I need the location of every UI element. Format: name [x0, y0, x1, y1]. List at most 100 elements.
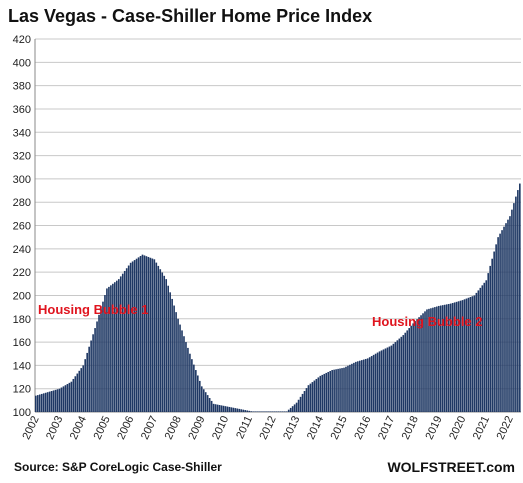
- bar: [104, 295, 106, 412]
- bar: [216, 404, 219, 412]
- x-tick-label: 2011: [234, 414, 255, 441]
- bar: [497, 237, 499, 412]
- bar: [355, 361, 357, 412]
- bar: [315, 378, 318, 412]
- bar: [274, 411, 276, 412]
- bar: [133, 260, 136, 412]
- bar: [60, 387, 63, 412]
- bar: [139, 256, 142, 412]
- bar: [319, 375, 322, 412]
- y-tick-label: 260: [13, 221, 31, 233]
- bar: [187, 347, 189, 412]
- bar: [394, 342, 397, 412]
- bar: [382, 349, 385, 412]
- bar: [301, 393, 304, 412]
- bar: [404, 332, 407, 412]
- chart-title: Las Vegas - Case-Shiller Home Price Inde…: [8, 6, 372, 26]
- bar: [76, 373, 79, 412]
- bar: [390, 345, 393, 412]
- bar: [260, 411, 262, 412]
- bar: [193, 364, 195, 412]
- bar: [52, 390, 55, 412]
- bar: [114, 282, 116, 412]
- y-tick-label: 160: [13, 337, 31, 349]
- bar: [68, 382, 71, 412]
- bar: [173, 305, 175, 412]
- bar: [212, 403, 215, 412]
- bar: [266, 411, 268, 412]
- bar: [50, 391, 53, 412]
- bar: [447, 303, 450, 412]
- bar: [445, 304, 448, 412]
- bar: [228, 406, 231, 412]
- y-tick-label: 200: [13, 290, 31, 302]
- bar: [131, 261, 134, 412]
- bar: [283, 411, 286, 412]
- bar: [295, 402, 298, 412]
- bar: [414, 321, 416, 412]
- bar: [248, 410, 250, 412]
- bar: [353, 362, 355, 412]
- bar: [501, 230, 503, 412]
- bar: [98, 314, 100, 412]
- bar: [451, 303, 454, 412]
- bar: [335, 369, 337, 412]
- bar: [40, 393, 43, 412]
- bar: [453, 302, 456, 412]
- bar: [268, 411, 270, 412]
- bar: [327, 371, 330, 412]
- bar: [82, 365, 85, 413]
- bar: [402, 335, 405, 412]
- bar: [100, 308, 102, 412]
- bar: [189, 353, 191, 412]
- bar: [141, 254, 144, 412]
- bar: [48, 391, 51, 412]
- bar: [281, 411, 284, 412]
- bar: [436, 306, 438, 412]
- bar: [426, 309, 428, 412]
- bar: [347, 365, 349, 412]
- bar: [299, 396, 302, 412]
- y-tick-label: 420: [13, 34, 31, 46]
- bar: [123, 270, 126, 412]
- bar: [359, 360, 361, 412]
- bar: [293, 404, 296, 412]
- bar: [183, 336, 185, 412]
- bar: [224, 406, 227, 412]
- bar: [117, 279, 120, 412]
- bar: [418, 317, 420, 412]
- bar: [378, 351, 381, 412]
- bar: [491, 258, 493, 412]
- bar: [185, 342, 187, 412]
- bar: [96, 321, 98, 412]
- bar: [349, 364, 351, 412]
- bar: [372, 354, 375, 412]
- bar: [258, 411, 260, 412]
- bar: [505, 223, 507, 412]
- bar: [457, 301, 460, 412]
- x-tick-label: 2003: [44, 414, 65, 441]
- bar: [116, 280, 118, 412]
- bar: [222, 405, 225, 412]
- bar: [200, 386, 203, 412]
- bar: [416, 319, 418, 412]
- bar: [94, 328, 96, 412]
- bar: [125, 268, 128, 412]
- x-tick-label: 2008: [163, 414, 184, 441]
- y-tick-label: 120: [13, 384, 31, 396]
- bar: [163, 275, 166, 412]
- bar: [127, 265, 130, 412]
- bar: [38, 394, 41, 412]
- annotation-bubble-2: Housing Bubble 2: [372, 314, 483, 329]
- bar: [232, 407, 235, 412]
- brand-label: WOLFSTREET.com: [387, 459, 515, 475]
- bar: [511, 209, 513, 412]
- bar: [408, 328, 411, 412]
- bar: [179, 324, 181, 412]
- bar: [121, 273, 124, 412]
- bar: [495, 244, 497, 412]
- bar: [230, 407, 233, 412]
- bar: [66, 384, 69, 412]
- bar: [256, 411, 258, 412]
